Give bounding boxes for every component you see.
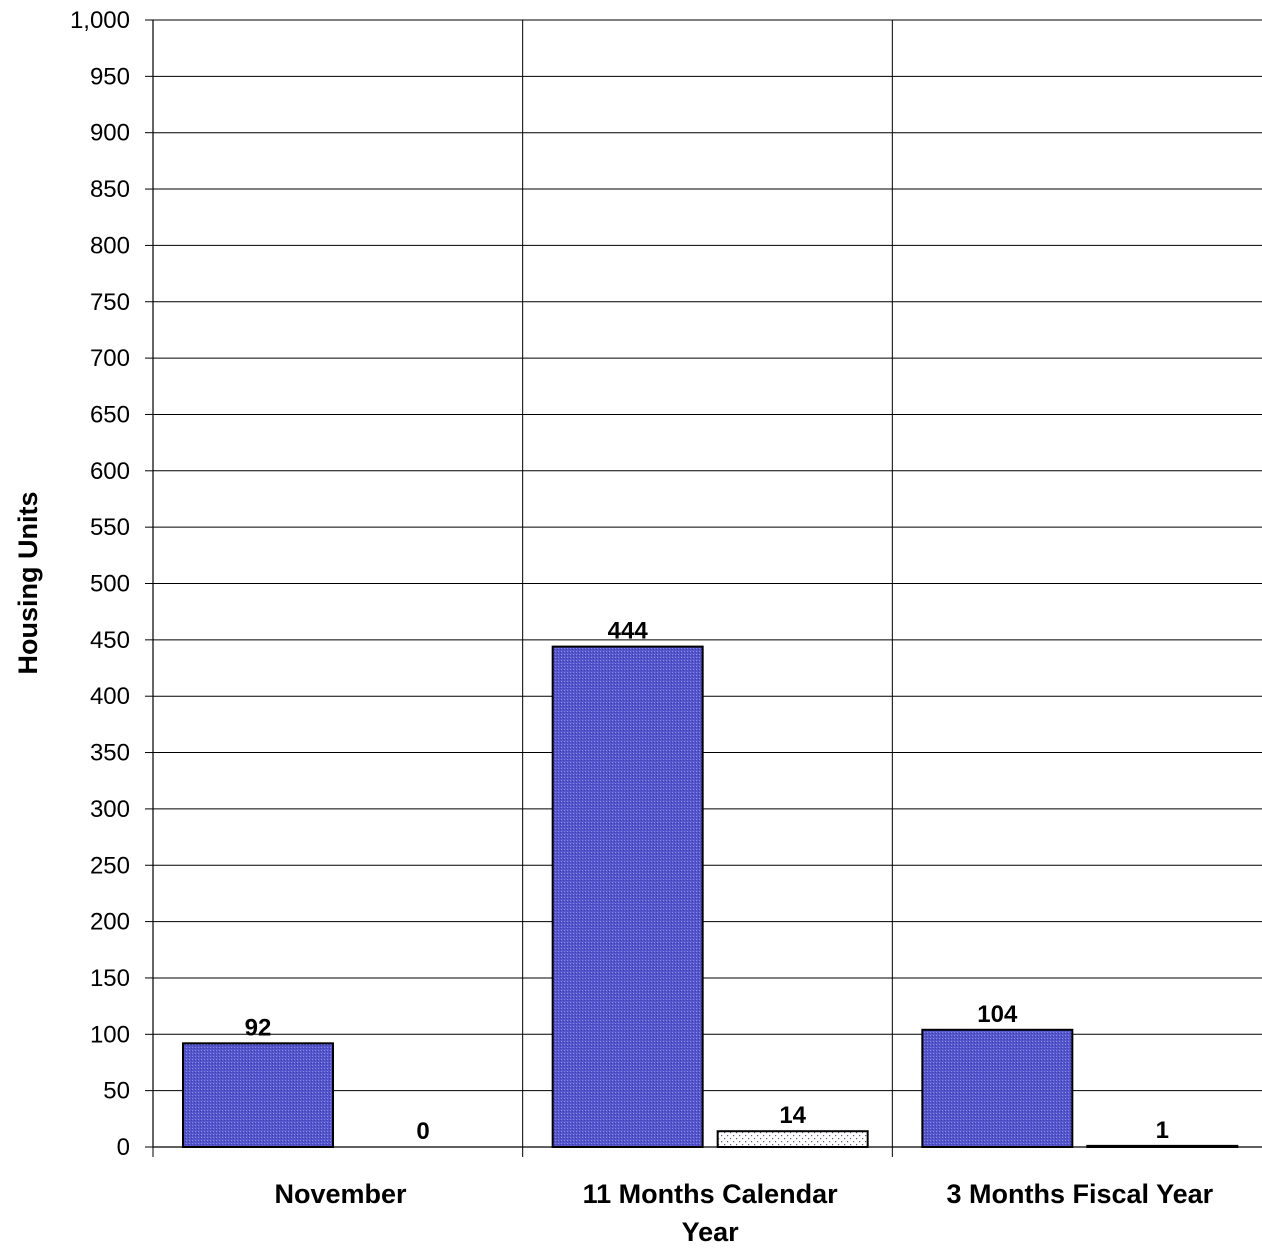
y-tick-label: 500 <box>90 571 130 598</box>
bar <box>716 1130 869 1149</box>
y-tick-label: 400 <box>90 683 130 710</box>
category-label: 11 Months Calendar <box>583 1179 839 1209</box>
y-tick-label: 0 <box>117 1134 130 1161</box>
y-tick-label: 1,000 <box>70 7 130 34</box>
y-tick-label: 50 <box>103 1078 130 1105</box>
grid-layer <box>153 19 1262 1147</box>
data-label: 444 <box>608 618 649 645</box>
category-label: Year <box>682 1217 740 1246</box>
data-label: 92 <box>245 1014 272 1041</box>
category-label: November <box>274 1179 407 1209</box>
y-tick-label: 550 <box>90 514 130 541</box>
y-tick-label: 350 <box>90 740 130 767</box>
y-tick-label: 150 <box>90 965 130 992</box>
y-tick-label: 600 <box>90 458 130 485</box>
bar <box>921 1028 1074 1148</box>
y-tick-label: 800 <box>90 232 130 259</box>
bar <box>182 1042 334 1149</box>
bar <box>551 645 704 1148</box>
y-tick-label: 950 <box>90 63 130 90</box>
y-tick-label: 450 <box>90 627 130 654</box>
category-label: 3 Months Fiscal Year <box>947 1179 1214 1209</box>
y-tick-label: 650 <box>90 401 130 428</box>
y-tick-label: 900 <box>90 120 130 147</box>
y-tick-label: 850 <box>90 176 130 203</box>
y-tick-label: 750 <box>90 289 130 316</box>
data-label: 14 <box>779 1102 806 1129</box>
y-axis-title: Housing Units <box>13 492 43 675</box>
bar-layer <box>182 645 1239 1149</box>
label-layer: 0 50 100 150 200 250 300 350 400 450 500 550 600 650 7… <box>70 7 1214 1247</box>
data-label: 0 <box>416 1118 429 1145</box>
y-tick-label: 700 <box>90 345 130 372</box>
y-tick-label: 250 <box>90 852 130 879</box>
data-label: 104 <box>977 1001 1018 1028</box>
axis-layer <box>145 19 1262 1157</box>
y-tick-label: 100 <box>90 1021 130 1048</box>
data-label: 1 <box>1156 1117 1169 1144</box>
y-tick-label: 200 <box>90 909 130 936</box>
y-tick-label: 300 <box>90 796 130 823</box>
